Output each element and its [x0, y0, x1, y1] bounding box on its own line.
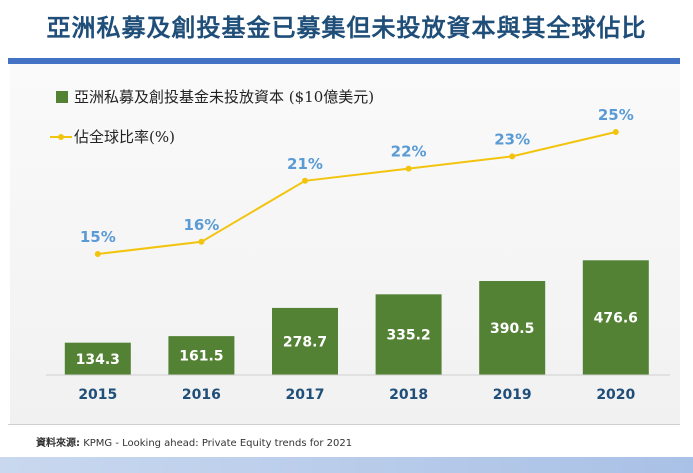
footer-divider: [8, 424, 680, 425]
page-title: 亞洲私募及創投基金已募集但未投放資本與其全球佔比: [46, 13, 647, 42]
bar-2018: [375, 294, 442, 375]
source-label: 資料來源:: [36, 438, 80, 449]
line-point: [612, 129, 619, 135]
chart-panel: 亞洲私募及創投基金未投放資本 ($10億美元) 佔全球比率(%) 134.3 16…: [10, 64, 680, 424]
bar-2019: [479, 281, 546, 375]
line-point: [302, 177, 308, 184]
legend-line-label: 佔全球比率(%): [74, 128, 175, 146]
line-point: [405, 165, 412, 172]
x-tick-label: 2018: [389, 387, 428, 403]
line-point: [94, 251, 101, 257]
bar-value-label: 390.5: [490, 321, 534, 337]
share-line: [97, 131, 617, 255]
x-tick-label: 2015: [78, 387, 117, 403]
title-divider: [8, 58, 680, 64]
bar-value-label: 476.6: [594, 311, 638, 327]
legend-line-marker: [58, 134, 64, 140]
line-value-label: 22%: [391, 143, 427, 161]
x-tick-label: 2019: [493, 387, 532, 403]
legend-bar-swatch: [56, 91, 68, 103]
bar-value-label: 278.7: [283, 334, 327, 350]
line-value-label: 25%: [598, 106, 634, 124]
line-series: 15% 16% 21% 22% 23% 25%: [80, 106, 634, 257]
bar-2017: [272, 307, 338, 375]
source-note: 資料來源: KPMG - Looking ahead: Private Equi…: [36, 434, 352, 449]
bar-value-label: 161.5: [179, 349, 223, 365]
line-value-label: 16%: [183, 216, 219, 234]
x-tick-label: 2017: [286, 387, 325, 403]
legend-bar-label: 亞洲私募及創投基金未投放資本 ($10億美元): [74, 88, 374, 106]
x-tick-label: 2016: [182, 387, 221, 403]
line-value-label: 21%: [287, 155, 323, 173]
x-tick-label: 2020: [596, 387, 635, 403]
chart: 亞洲私募及創投基金未投放資本 ($10億美元) 佔全球比率(%) 134.3 16…: [46, 88, 670, 403]
line-point: [509, 153, 516, 160]
line-point: [198, 238, 205, 245]
bar-2015: [64, 342, 131, 375]
line-value-label: 23%: [494, 130, 530, 148]
bottom-accent-bar: [0, 457, 693, 473]
bar-value-label: 134.3: [76, 352, 120, 368]
legend: 亞洲私募及創投基金未投放資本 ($10億美元) 佔全球比率(%): [50, 88, 374, 146]
line-value-label: 15%: [80, 228, 116, 246]
bar-value-label: 335.2: [386, 328, 430, 344]
bar-2016: [168, 336, 235, 375]
x-axis-ticks: 2015 2016 2017 2018 2019 2020: [78, 387, 635, 403]
bar-2020: [582, 260, 649, 375]
bar-series: 134.3 161.5 278.7 335.2 390.5 476.6: [64, 260, 649, 375]
source-text: KPMG - Looking ahead: Private Equity tre…: [83, 438, 353, 449]
